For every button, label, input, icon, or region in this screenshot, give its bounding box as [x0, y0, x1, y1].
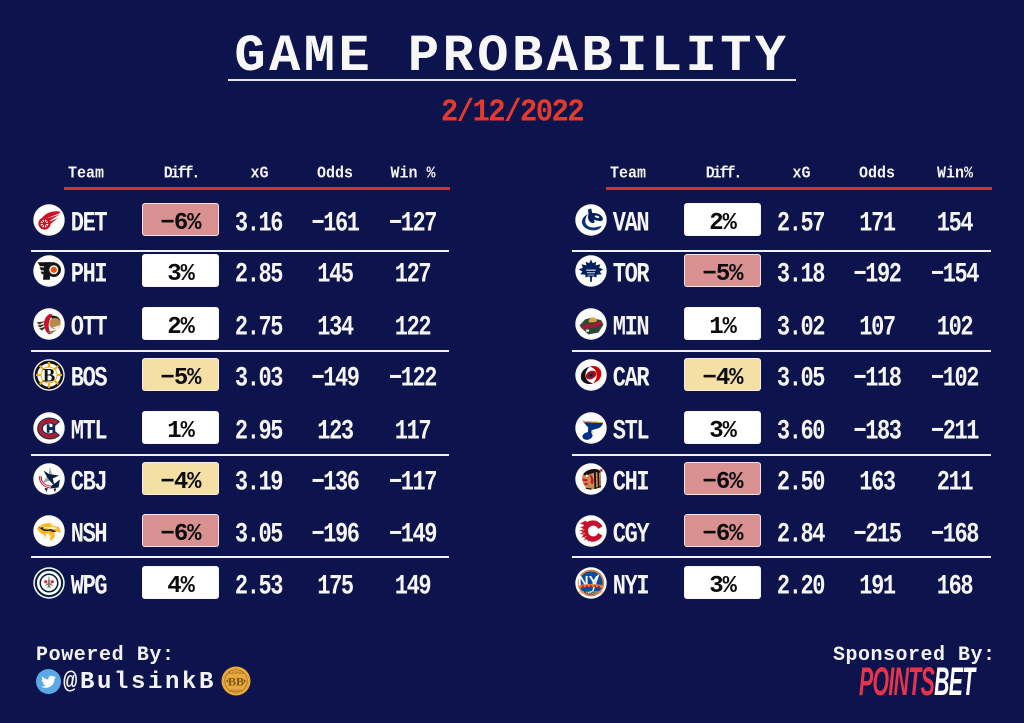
- svg-text:BULSINKB: BULSINKB: [228, 671, 244, 675]
- svg-text:BB: BB: [228, 674, 244, 688]
- svg-text:HOCKEY: HOCKEY: [229, 689, 243, 693]
- svg-text:B: B: [42, 366, 54, 386]
- svg-text:ISLANDERS: ISLANDERS: [578, 590, 602, 595]
